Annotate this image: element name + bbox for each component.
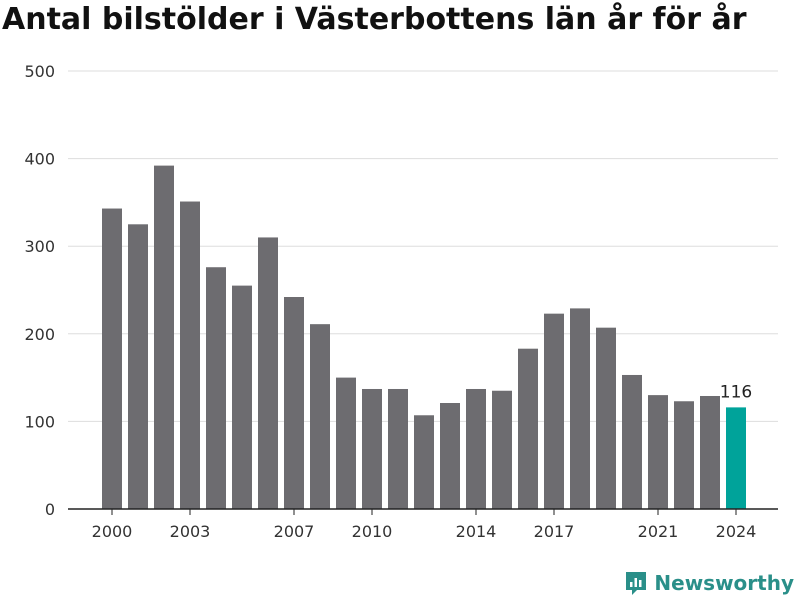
bar — [492, 390, 512, 509]
bar — [440, 403, 460, 509]
bar — [180, 201, 200, 510]
bar — [388, 388, 408, 509]
bar — [648, 395, 668, 509]
newsworthy-logo-icon — [626, 572, 647, 595]
bar — [284, 297, 304, 509]
bar — [128, 224, 148, 510]
y-tick-label: 300 — [24, 237, 55, 256]
bar — [310, 324, 330, 509]
brand: Newsworthy — [624, 568, 794, 598]
data-label-highlight: 116 — [720, 382, 752, 402]
y-tick-label: 0 — [45, 500, 55, 519]
x-axis-ticks: 2000 2003 2007 2010 2014 2017 2021 2024 — [92, 509, 757, 541]
bar — [570, 308, 590, 509]
y-tick-label: 400 — [24, 150, 55, 169]
bar — [154, 165, 174, 509]
bar — [414, 415, 434, 509]
x-tick-label: 2014 — [456, 522, 497, 541]
x-tick-label: 2017 — [534, 522, 575, 541]
y-tick-label: 200 — [24, 325, 55, 344]
bar — [700, 395, 720, 509]
bar — [206, 267, 226, 509]
x-tick-label: 2024 — [716, 522, 757, 541]
bar — [674, 401, 694, 509]
bar — [362, 388, 382, 509]
bar-highlight — [726, 407, 746, 509]
bar — [336, 377, 356, 509]
x-tick-label: 2021 — [638, 522, 679, 541]
bar — [596, 327, 616, 509]
x-tick-label: 2003 — [170, 522, 211, 541]
bar — [466, 388, 486, 509]
x-tick-label: 2000 — [92, 522, 133, 541]
chart-title: Antal bilstölder i Västerbottens län år … — [2, 2, 747, 37]
y-tick-label: 500 — [24, 62, 55, 81]
brand-name: Newsworthy — [654, 571, 794, 595]
y-tick-label: 100 — [24, 412, 55, 431]
y-axis-ticks: 0 100 200 300 400 500 — [24, 62, 55, 519]
bar — [544, 313, 564, 509]
bars — [102, 165, 746, 510]
x-tick-label: 2010 — [352, 522, 393, 541]
bar — [258, 237, 278, 509]
bar — [232, 285, 252, 509]
bar — [518, 348, 538, 509]
bar — [622, 374, 642, 509]
x-tick-label: 2007 — [274, 522, 315, 541]
bar — [102, 208, 122, 510]
data-labels: 116 — [720, 382, 752, 402]
gridlines — [68, 70, 778, 422]
